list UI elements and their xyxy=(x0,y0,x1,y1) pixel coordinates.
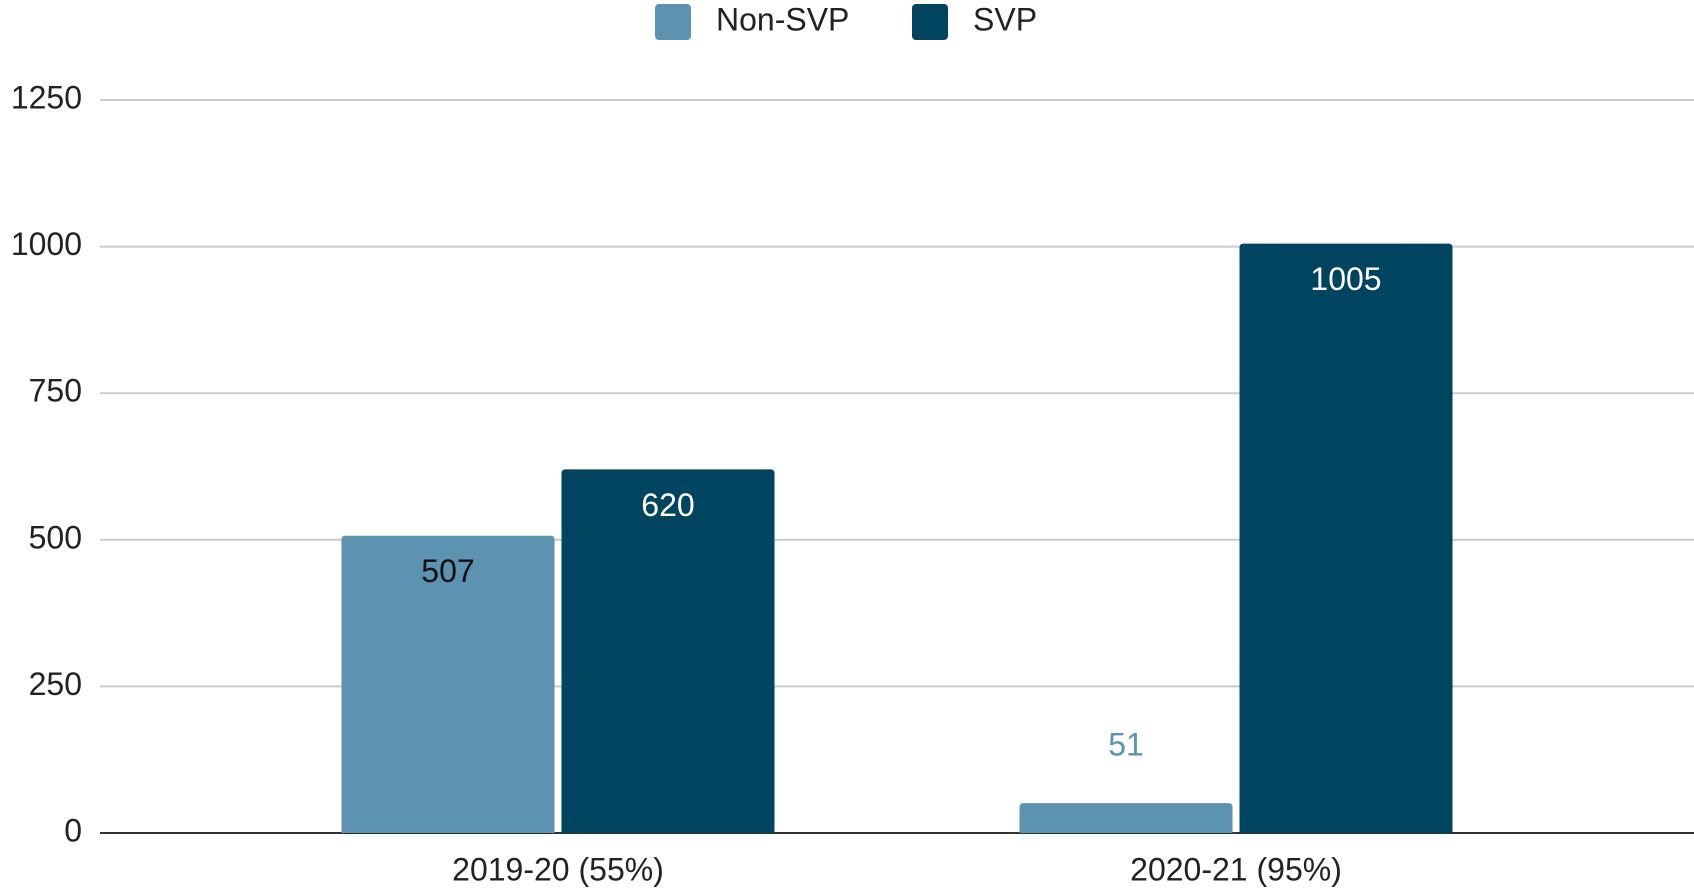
bar xyxy=(341,535,555,833)
legend-swatch xyxy=(655,4,691,40)
x-tick-label: 2020-21 (95%) xyxy=(1130,851,1342,887)
y-tick-label: 1000 xyxy=(11,226,82,262)
legend-label: SVP xyxy=(973,1,1037,37)
y-tick-label: 750 xyxy=(29,373,82,409)
y-tick-label: 0 xyxy=(64,812,82,848)
bar xyxy=(1239,243,1453,834)
y-tick-label: 1250 xyxy=(11,79,82,115)
data-label: 1005 xyxy=(1310,261,1381,297)
y-tick-label: 250 xyxy=(29,666,82,702)
legend-swatch xyxy=(912,4,948,40)
y-tick-label: 500 xyxy=(29,519,82,555)
data-label: 51 xyxy=(1108,727,1144,763)
x-tick-label: 2019-20 (55%) xyxy=(452,851,664,887)
legend-label: Non-SVP xyxy=(716,1,849,37)
bar xyxy=(561,469,775,833)
data-label: 620 xyxy=(641,487,694,523)
bar xyxy=(1019,803,1233,833)
data-label: 507 xyxy=(421,553,474,589)
